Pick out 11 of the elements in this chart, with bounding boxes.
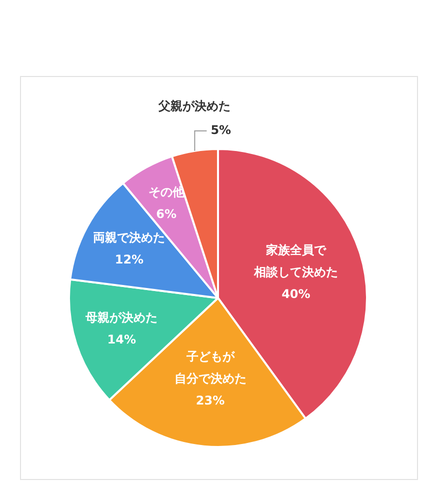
slice-label: 母親が決めた xyxy=(84,310,158,324)
data-label: 12% xyxy=(114,252,144,266)
slice-label: 両親で決めた xyxy=(93,230,166,244)
data-label: 23% xyxy=(196,394,225,408)
slice-label: 父親が決めた xyxy=(158,98,231,113)
slice-label: 家族全員で相談して決めた xyxy=(252,242,338,279)
data-label: 5% xyxy=(210,122,232,137)
data-label: 40% xyxy=(282,286,310,301)
data-label: 6% xyxy=(156,207,177,222)
data-label: 14% xyxy=(107,332,136,346)
slice-label: 子どもが自分で決めた xyxy=(174,350,246,386)
